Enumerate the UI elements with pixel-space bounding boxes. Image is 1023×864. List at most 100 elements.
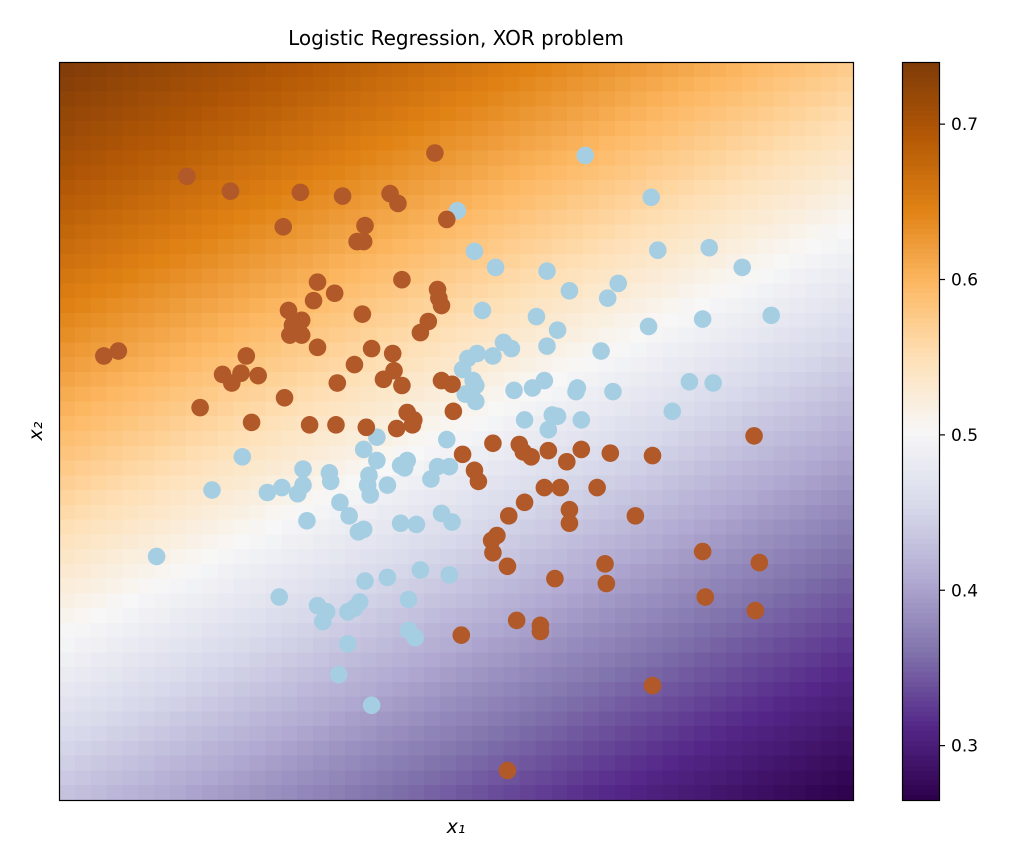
heatmap-cell [567,608,584,624]
heatmap-cell [471,209,489,225]
heatmap-cell [471,268,489,284]
heatmap-cell [630,578,648,594]
heatmap-cell [551,106,568,122]
heatmap-cell [201,563,219,580]
heatmap-cell [503,652,521,668]
heatmap-cell [122,711,139,727]
heatmap-cell [503,534,521,550]
heatmap-cell [694,755,711,772]
heatmap-cell [217,445,235,462]
point-class-1 [443,375,461,394]
heatmap-cell [694,165,711,181]
heatmap-cell [74,563,92,580]
heatmap-cell [741,519,759,535]
heatmap-cell [154,445,171,462]
heatmap-cell [122,357,139,373]
heatmap-cell [170,224,187,240]
heatmap-cell [630,637,648,653]
heatmap-cell [138,681,155,698]
heatmap-cell [328,253,346,270]
colorbar-segment [902,647,939,653]
heatmap-cell [773,726,791,742]
heatmap-cell [535,593,552,609]
heatmap-cell [725,490,743,506]
heatmap-cell [456,652,473,668]
point-class-0 [331,493,349,512]
heatmap-cell [376,696,394,713]
heatmap-cell [217,327,235,344]
heatmap-cell [471,106,489,122]
heatmap-cell [662,371,679,388]
colorbar-tick-label: 0.3 [951,737,978,757]
heatmap-cell [821,593,838,609]
point-class-0 [762,306,781,325]
heatmap-cell [725,312,743,329]
heatmap-cell [598,534,616,550]
heatmap-cell [408,371,425,388]
heatmap-cell [281,785,298,801]
heatmap-cell [186,711,203,727]
heatmap-cell [74,135,92,152]
heatmap-cell [408,504,425,521]
point-class-0 [395,459,414,477]
point-class-1 [403,416,422,434]
heatmap-cell [487,298,505,314]
heatmap-cell [424,637,441,653]
heatmap-cell [201,445,219,462]
heatmap-cell [805,357,822,373]
heatmap-cell [249,681,267,698]
heatmap-cell [138,253,155,270]
heatmap-cell [487,239,505,255]
point-class-0 [407,515,426,534]
point-class-1 [498,761,517,780]
heatmap-cell [297,563,314,580]
heatmap-cell [805,608,822,624]
heatmap-cell [503,209,521,225]
heatmap-cell [201,239,219,255]
heatmap-cell [662,342,679,358]
heatmap-cell [360,150,378,166]
heatmap-cell [233,740,251,757]
heatmap-cell [122,135,139,152]
colorbar-segment [902,106,939,112]
heatmap-cell [567,475,584,491]
heatmap-cell [186,593,203,609]
heatmap-cell [122,224,139,240]
heatmap-cell [328,445,346,462]
heatmap-cell [662,224,679,240]
colorbar-segment [902,780,939,786]
heatmap-cell [122,460,139,476]
heatmap-cell [297,121,314,137]
heatmap-cell [217,755,235,772]
heatmap-cell [424,622,441,639]
heatmap-cell [170,785,187,801]
heatmap-cell [408,91,425,107]
heatmap-cell [487,608,505,624]
heatmap-cell [678,209,695,225]
heatmap-cell [233,667,251,683]
heatmap-cell [154,416,171,432]
colorbar-segment [902,524,939,530]
heatmap-cell [360,76,378,93]
heatmap-cell [487,165,505,181]
heatmap-cell [583,681,600,698]
heatmap-cell [678,106,695,122]
heatmap-cell [59,696,76,713]
heatmap-cell [456,416,473,432]
heatmap-cell [122,371,139,388]
colorbar-segment [902,721,939,727]
heatmap-cell [821,121,838,137]
heatmap-cell [710,416,727,432]
heatmap-cell [408,209,425,225]
heatmap-cell [122,534,139,550]
heatmap-cell [662,608,679,624]
heatmap-cell [725,770,743,786]
heatmap-cell [265,180,282,196]
heatmap-cell [583,209,600,225]
heatmap-cell [583,298,600,314]
heatmap-cell [328,519,346,535]
heatmap-cell [789,91,806,107]
heatmap-cell [265,622,282,639]
heatmap-cell [694,726,711,742]
heatmap-cell [154,357,171,373]
